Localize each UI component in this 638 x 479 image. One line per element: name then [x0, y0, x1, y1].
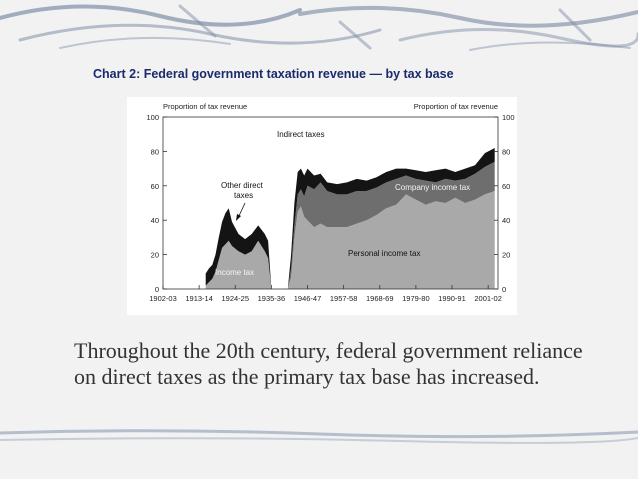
series-area-0 — [205, 191, 495, 289]
right-axis-label: Proportion of tax revenue — [414, 102, 498, 111]
x-axis-ticks: 1902-03 1913-14 1924-25 1935-36 1946-47 1957-… — [149, 285, 502, 303]
other-direct-label-line1: Other direct — [221, 181, 264, 190]
x-tick-label-4: 1946-47 — [294, 294, 322, 303]
y-tick-label-right-1: 80 — [502, 147, 510, 156]
y-tick-label-left-0: 100 — [146, 113, 159, 122]
bottom-brush-decoration — [0, 429, 638, 444]
y-tick-label-left-5: 0 — [155, 285, 159, 294]
company-income-tax-label: Company income tax — [395, 183, 470, 192]
y-tick-label-left-1: 80 — [151, 147, 159, 156]
y-tick-label-right-0: 100 — [502, 113, 515, 122]
x-tick-label-7: 1979-80 — [402, 294, 430, 303]
series-areas — [205, 148, 495, 289]
x-tick-label-0: 1902-03 — [149, 294, 177, 303]
x-tick-label-8: 1990-91 — [438, 294, 466, 303]
y-tick-label-left-4: 20 — [151, 251, 159, 260]
indirect-taxes-label: Indirect taxes — [277, 130, 325, 139]
y-axis-ticks: 100 100 80 80 60 60 40 40 20 20 0 0 — [146, 113, 514, 294]
x-tick-label-3: 1935-36 — [258, 294, 286, 303]
y-tick-label-left-2: 60 — [151, 182, 159, 191]
y-tick-label-right-2: 60 — [502, 182, 510, 191]
other-direct-arrowhead — [236, 214, 241, 221]
x-tick-label-1: 1913-14 — [185, 294, 213, 303]
x-tick-label-9: 2001-02 — [474, 294, 502, 303]
y-tick-label-right-4: 20 — [502, 251, 510, 260]
y-tick-label-left-3: 40 — [151, 216, 159, 225]
top-brush-decoration — [0, 4, 638, 51]
series-area-1 — [205, 161, 495, 289]
left-axis-label: Proportion of tax revenue — [163, 102, 247, 111]
chart-title: Chart 2: Federal government taxation rev… — [93, 67, 454, 81]
x-tick-label-6: 1968-69 — [366, 294, 394, 303]
income-tax-label: Income tax — [215, 268, 254, 277]
other-direct-label-line2: taxes — [234, 191, 253, 200]
slide-body-text: Throughout the 20th century, federal gov… — [74, 338, 583, 389]
x-tick-label-5: 1957-58 — [330, 294, 358, 303]
x-tick-label-2: 1924-25 — [221, 294, 249, 303]
plot-frame — [162, 116, 499, 290]
y-tick-label-right-5: 0 — [502, 285, 506, 294]
y-tick-label-right-3: 40 — [502, 216, 510, 225]
personal-income-tax-label: Personal income tax — [348, 249, 420, 258]
